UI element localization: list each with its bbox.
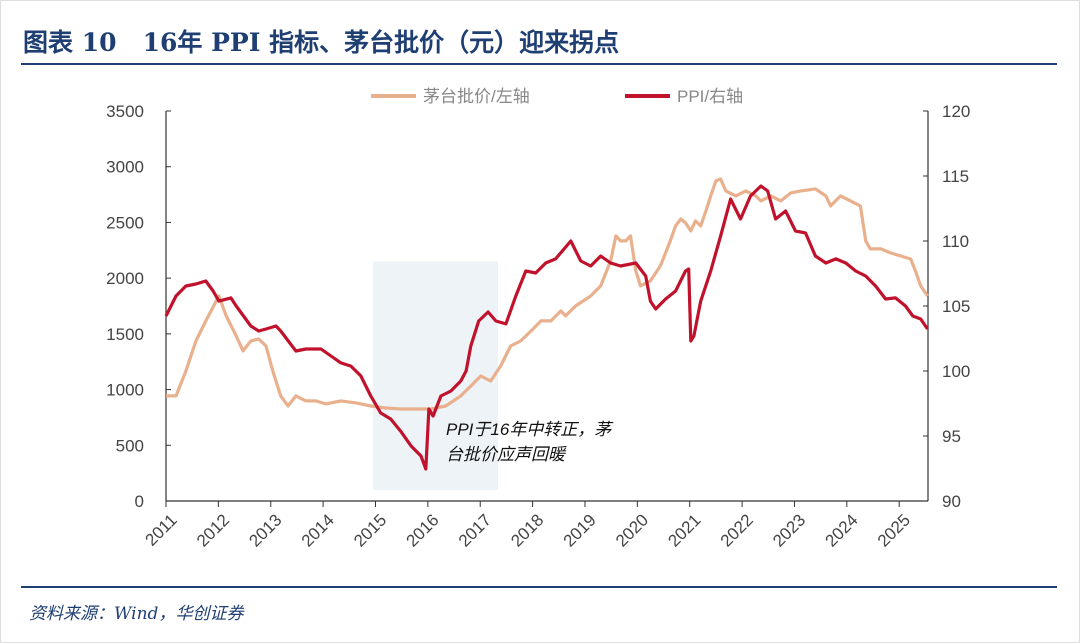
left-tick-label: 1000 <box>106 381 144 400</box>
right-tick-label: 105 <box>942 297 970 316</box>
x-tick-label: 2020 <box>612 510 652 550</box>
annotation-text: PPI于16年中转正，茅 <box>446 420 614 439</box>
x-tick-label: 2025 <box>874 510 914 550</box>
x-tick-label: 2015 <box>350 510 390 550</box>
x-tick-label: 2011 <box>142 510 181 549</box>
left-tick-label: 3500 <box>106 102 144 121</box>
right-tick-label: 120 <box>942 102 970 121</box>
x-tick-label: 2022 <box>717 510 757 550</box>
left-tick-label: 2500 <box>106 213 144 232</box>
footer-divider <box>21 586 1057 588</box>
annotation-text: 台批价应声回暖 <box>446 445 567 464</box>
x-tick-label: 2021 <box>664 510 704 550</box>
x-tick-label: 2018 <box>507 510 547 550</box>
maotai-price-line <box>166 177 929 411</box>
left-tick-label: 500 <box>116 436 144 455</box>
right-tick-label: 90 <box>942 492 961 511</box>
x-tick-label: 2024 <box>821 510 861 550</box>
x-tick-label: 2014 <box>298 510 338 550</box>
x-tick-label: 2017 <box>455 510 495 550</box>
x-tick-label: 2023 <box>769 510 809 550</box>
source-note: 资料来源：Wind，华创证券 <box>29 604 244 624</box>
left-tick-label: 1500 <box>106 325 144 344</box>
figure-title: 图表 10 16年 PPI 指标、茅台批价（元）迎来拐点 <box>23 28 620 57</box>
left-tick-label: 3000 <box>106 158 144 177</box>
x-tick-label: 2012 <box>193 510 233 550</box>
title-divider <box>21 63 1057 65</box>
legend-label: PPI/右轴 <box>677 87 743 106</box>
right-tick-label: 95 <box>942 427 961 446</box>
ppi-line <box>164 184 929 471</box>
right-tick-label: 115 <box>942 167 969 186</box>
x-tick-label: 2019 <box>560 510 600 550</box>
shaded-region <box>372 261 499 490</box>
right-tick-label: 110 <box>942 232 969 251</box>
left-tick-label: 2000 <box>106 269 144 288</box>
left-tick-label: 0 <box>135 492 144 511</box>
legend-label: 茅台批价/左轴 <box>423 87 530 106</box>
right-tick-label: 100 <box>942 362 970 381</box>
x-tick-label: 2016 <box>403 510 443 550</box>
x-tick-label: 2013 <box>245 510 285 550</box>
